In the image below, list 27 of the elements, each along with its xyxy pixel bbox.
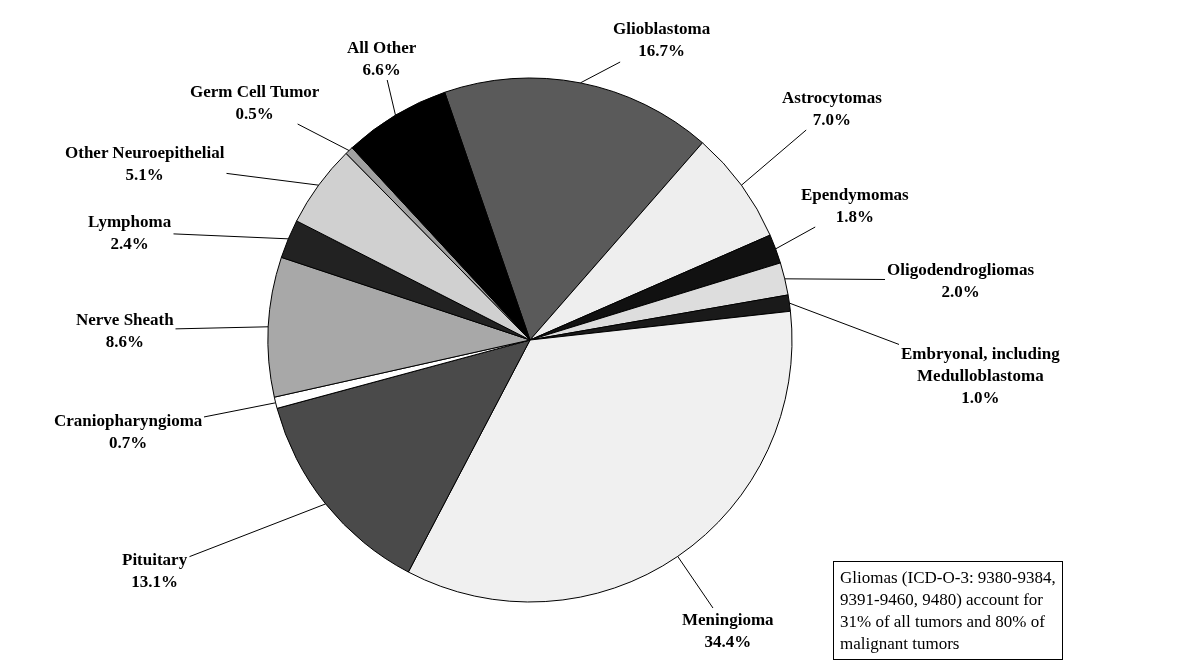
slice-label: Lymphoma [88, 212, 172, 231]
slice-label: Astrocytomas [782, 88, 883, 107]
data-label: 0.5% [235, 104, 274, 124]
data-label: 0.7% [109, 433, 148, 453]
slice-label: Embryonal, including Medulloblastoma [901, 344, 1061, 386]
data-label: 2.0% [941, 282, 980, 302]
slice-label: Nerve Sheath [76, 310, 175, 329]
slice-label: Pituitary [122, 550, 188, 569]
data-label: 16.7% [638, 41, 686, 61]
data-label: 6.6% [362, 60, 401, 80]
slice-label: Ependymomas [801, 185, 910, 204]
slice-label: Germ Cell Tumor [190, 82, 320, 101]
data-label: 34.4% [704, 632, 752, 652]
data-label: 1.0% [961, 388, 1000, 408]
data-label: 13.1% [131, 572, 178, 592]
data-label: 5.1% [125, 165, 164, 185]
text: Gliomas (ICD-O-3: 9380-9384, 9391-9460, 9480) account for 31% of all tumors and 80% of malignant tumors [840, 568, 1056, 654]
data-label: 7.0% [812, 110, 852, 130]
slice-label: Other Neuroepithelial [65, 143, 225, 162]
data-label: 8.6% [105, 332, 144, 352]
data-label: 1.8% [835, 207, 874, 227]
data-label: 2.4% [110, 234, 149, 254]
slice-label: Oligodendrogliomas [887, 260, 1035, 279]
slice-label: Glioblastoma [613, 19, 711, 38]
slice-label: Meningioma [682, 610, 775, 629]
slice-label: All Other [347, 38, 417, 57]
slice-label: Craniopharyngioma [54, 411, 203, 430]
